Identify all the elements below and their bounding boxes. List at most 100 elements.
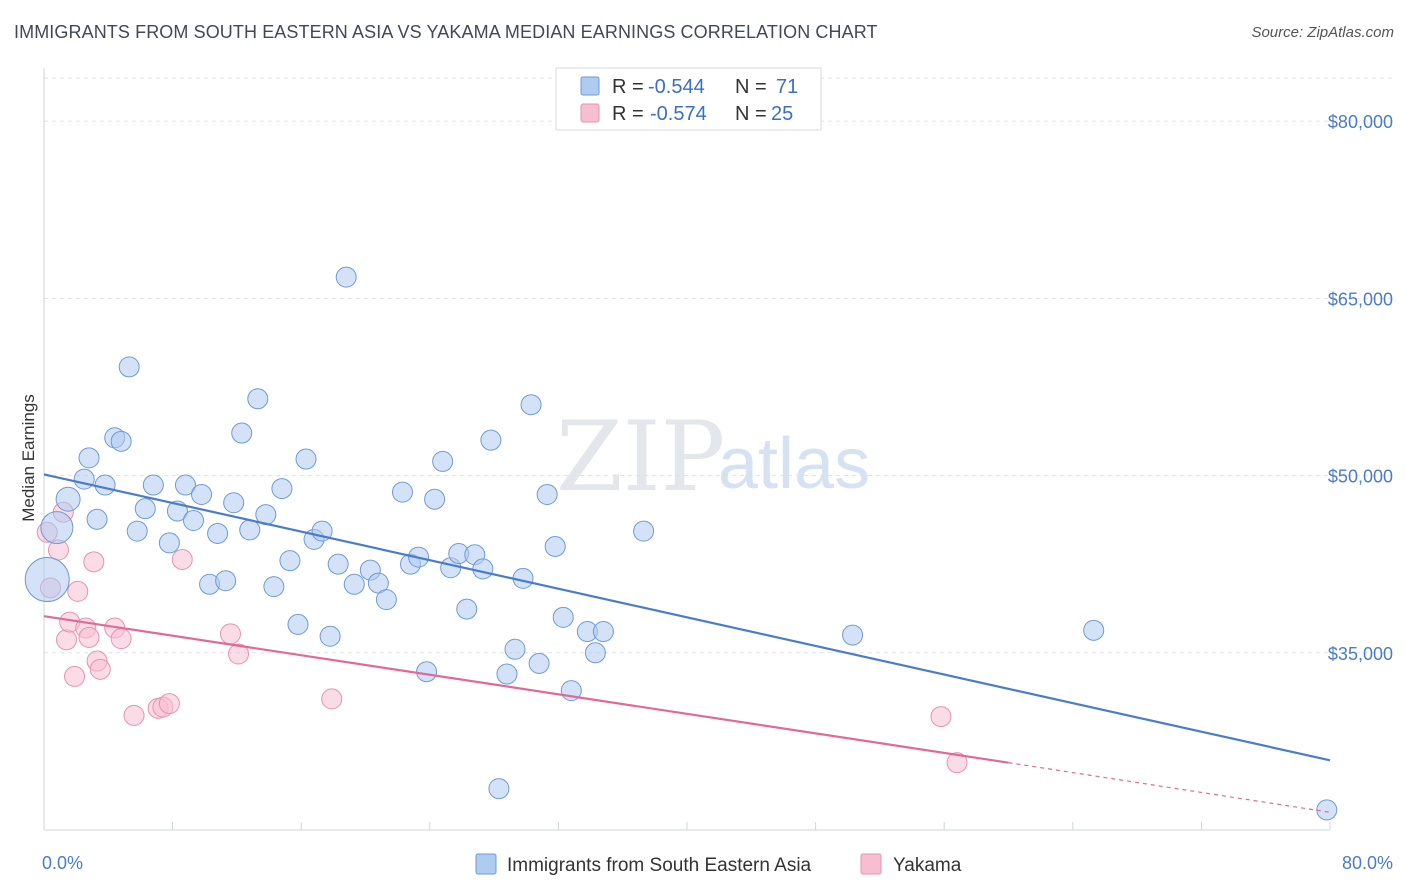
sea-immigrant-point xyxy=(55,486,81,512)
sea-immigrant-point xyxy=(247,388,269,410)
sea-immigrant-point xyxy=(40,511,74,545)
series-legend-label-pink: Yakama xyxy=(893,855,962,876)
yakama-point xyxy=(219,623,241,645)
yakama-point xyxy=(67,580,89,602)
sea-immigrant-point xyxy=(239,519,261,541)
y-tick-label: $65,000 xyxy=(1328,289,1393,309)
sea-immigrant-point xyxy=(24,557,70,603)
sea-immigrant-points xyxy=(24,266,1338,821)
yakama-trend-extension xyxy=(1008,762,1331,813)
yakama-point xyxy=(930,706,952,728)
sea-immigrant-point xyxy=(126,520,148,542)
sea-immigrant-point xyxy=(416,661,438,683)
legend-n-label-1: N = xyxy=(735,76,767,98)
sea-immigrant-point xyxy=(223,492,245,514)
legend-n-label-2: N = xyxy=(735,103,767,125)
sea-immigrant-point xyxy=(263,576,285,598)
legend-r-value-2: -0.574 xyxy=(650,103,707,125)
sea-immigrant-point xyxy=(327,553,349,575)
sea-immigrant-point xyxy=(1316,799,1338,821)
sea-immigrant-point xyxy=(271,478,293,500)
sea-immigrant-point xyxy=(496,663,518,685)
sea-immigrant-point xyxy=(456,598,478,620)
legend-r-label-1: R = xyxy=(612,76,644,98)
trend-lines xyxy=(43,473,1331,813)
yakama-point xyxy=(110,628,132,650)
series-legend-swatch-blue xyxy=(475,853,497,875)
yakama-point xyxy=(321,688,343,710)
sea-immigrant-point xyxy=(134,498,156,520)
sea-immigrant-point xyxy=(86,508,108,530)
yakama-point xyxy=(158,693,180,715)
sea-immigrant-point xyxy=(287,613,309,635)
sea-immigrant-point xyxy=(319,625,341,647)
yakama-point xyxy=(83,551,105,573)
yakama-point xyxy=(64,665,86,687)
series-legend-swatch-pink xyxy=(860,853,882,875)
sea-immigrant-point xyxy=(110,430,132,452)
sea-immigrant-point xyxy=(78,447,100,469)
sea-immigrant-point xyxy=(73,468,95,490)
series-legend-label-blue: Immigrants from South Eastern Asia xyxy=(507,855,812,876)
legend-swatch-blue xyxy=(580,76,600,96)
y-tick-labels: $35,000 $50,000 $65,000 $80,000 xyxy=(1328,112,1393,664)
sea-immigrant-point xyxy=(343,573,365,595)
legend-r-label-2: R = xyxy=(612,103,644,125)
sea-immigrant-point xyxy=(158,532,180,554)
watermark-atlas: atlas xyxy=(718,424,870,504)
sea-immigrant-point xyxy=(488,778,510,800)
sea-immigrant-point xyxy=(552,606,574,628)
sea-immigrant-point xyxy=(424,488,446,510)
sea-immigrant-trend-line xyxy=(43,473,1331,762)
yakama-point xyxy=(78,626,100,648)
sea-immigrant-point xyxy=(842,624,864,646)
legend-r-value-1: -0.544 xyxy=(648,76,705,98)
x-tick-label-min: 0.0% xyxy=(42,853,83,873)
sea-immigrant-point xyxy=(536,483,558,505)
yakama-point xyxy=(56,629,78,651)
sea-immigrant-point xyxy=(279,550,301,572)
y-axis-label: Median Earnings xyxy=(19,394,38,522)
sea-immigrant-point xyxy=(504,638,526,660)
sea-immigrant-point xyxy=(182,509,204,531)
series-legend: Immigrants from South Eastern Asia Yakam… xyxy=(475,853,962,876)
sea-immigrant-point xyxy=(480,429,502,451)
sea-immigrant-point xyxy=(215,570,237,592)
sea-immigrant-point xyxy=(207,522,229,544)
sea-immigrant-point xyxy=(544,535,566,557)
sea-immigrant-point xyxy=(375,589,397,611)
legend-box xyxy=(555,67,822,131)
y-tick-label: $80,000 xyxy=(1328,112,1393,132)
yakama-trend-line xyxy=(43,615,1009,764)
source-label: Source: ZipAtlas.com xyxy=(1251,24,1394,41)
sea-immigrant-point xyxy=(633,520,655,542)
yakama-point xyxy=(89,658,111,680)
legend-swatch-pink xyxy=(580,103,600,123)
legend-n-value-1: 71 xyxy=(776,76,798,98)
sea-immigrant-point xyxy=(528,652,550,674)
grid-lines xyxy=(44,77,1392,654)
sea-immigrant-point xyxy=(584,642,606,664)
sea-immigrant-point xyxy=(592,621,614,643)
sea-immigrant-point xyxy=(174,474,196,496)
sea-immigrant-point xyxy=(432,450,454,472)
yakama-point xyxy=(946,752,968,774)
sea-immigrant-point xyxy=(118,356,140,378)
y-tick-label: $50,000 xyxy=(1328,467,1393,487)
sea-immigrant-point xyxy=(231,422,253,444)
sea-immigrant-point xyxy=(142,474,164,496)
sea-immigrant-point xyxy=(335,266,357,288)
yakama-point xyxy=(123,704,145,726)
sea-immigrant-point xyxy=(191,483,213,505)
correlation-legend: R = -0.544 N = 71 R = -0.574 N = 25 xyxy=(555,67,822,131)
sea-immigrant-point xyxy=(295,448,317,470)
chart-title: IMMIGRANTS FROM SOUTH EASTERN ASIA VS YA… xyxy=(14,22,878,42)
x-tick-marks xyxy=(43,822,1331,830)
sea-immigrant-point xyxy=(472,558,494,580)
x-tick-label-max: 80.0% xyxy=(1342,853,1393,873)
yakama-point xyxy=(228,643,250,665)
sea-immigrant-point xyxy=(1083,619,1105,641)
y-tick-label: $35,000 xyxy=(1328,644,1393,664)
legend-n-value-2: 25 xyxy=(771,103,793,125)
